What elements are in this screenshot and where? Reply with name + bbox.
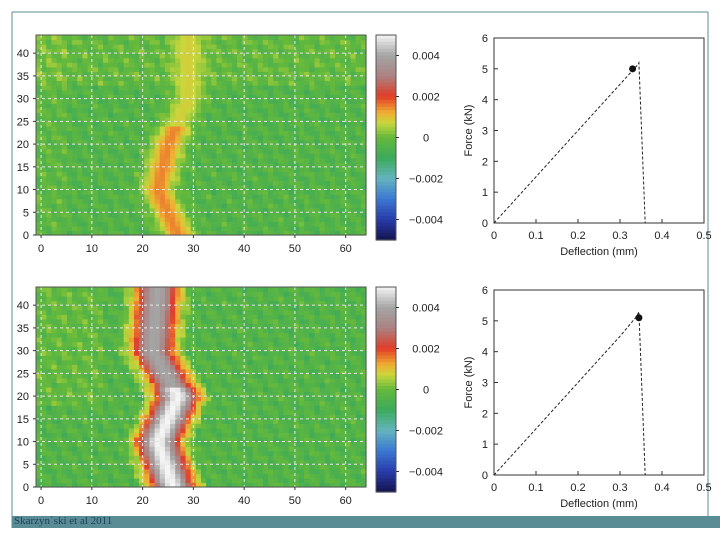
x-tick-label: 0.4 — [654, 230, 669, 242]
citation-text: Skarzyn´ski et al 2011 — [14, 515, 113, 527]
y-tick-label: 3 — [482, 126, 488, 138]
y-tick-label: 6 — [482, 33, 488, 45]
x-tick-label: 0.5 — [696, 482, 711, 494]
y-tick-label: 30 — [17, 346, 29, 358]
x-tick-label: 60 — [340, 243, 352, 255]
heatmap-grid — [36, 35, 366, 235]
y-tick-label: 25 — [17, 116, 29, 128]
heatmap-cells — [36, 35, 367, 236]
y-tick-label: 1 — [482, 439, 488, 451]
x-tick-label: 0 — [491, 230, 497, 242]
heatmap-bottom-left: 0 10 20 30 40 50 60 0 5 10 15 20 25 30 35 40 — [17, 286, 367, 507]
y-tick-label: 5 — [23, 207, 29, 219]
y-tick-label: 20 — [17, 391, 29, 403]
y-tick-label: 2 — [482, 408, 488, 420]
x-tick-label: 0.5 — [696, 230, 711, 242]
x-tick-label: 30 — [187, 243, 199, 255]
colorbar-tick-label: 0 — [423, 133, 429, 145]
y-tick-label: 0 — [482, 470, 488, 482]
y-tick-label: 40 — [17, 300, 29, 312]
plot-border — [35, 34, 367, 236]
x-axis-label: Deflection (mm) — [560, 498, 638, 510]
y-tick-label: 5 — [23, 459, 29, 471]
series-line — [493, 311, 646, 476]
y-tick-label: 4 — [482, 347, 488, 359]
y-tick-label: 1 — [482, 187, 488, 199]
colorbar-bottom: 0.004 0.002 0 −0.002 −0.004 — [375, 286, 443, 493]
plot-border — [493, 289, 705, 476]
y-tick-label: 5 — [482, 316, 488, 328]
x-tick-label: 50 — [289, 243, 301, 255]
x-tick-label: 0.3 — [612, 230, 627, 242]
y-tick-label: 4 — [482, 95, 488, 107]
x-tick-label: 0 — [38, 495, 44, 507]
x-tick-label: 50 — [289, 495, 301, 507]
peak-marker — [629, 65, 637, 73]
colorbar-top: 0.004 0.002 0 −0.002 −0.004 — [375, 34, 443, 241]
y-tick-label: 6 — [482, 285, 488, 297]
colorbar-tick-label: −0.004 — [409, 467, 443, 479]
x-tick-label: 0.2 — [570, 482, 585, 494]
line-chart-bottom-right: 0 0.1 0.2 0.3 0.4 0.5 0 1 2 3 4 5 6 Deflection (mm) Fo… — [463, 285, 712, 510]
y-tick-label: 0 — [482, 218, 488, 230]
x-tick-label: 40 — [238, 243, 250, 255]
x-tick-label: 30 — [187, 495, 199, 507]
colorbar-tick-label: −0.002 — [409, 426, 443, 438]
heatmap-grid — [36, 287, 366, 487]
y-tick-label: 15 — [17, 414, 29, 426]
x-tick-label: 60 — [340, 495, 352, 507]
x-tick-label: 20 — [136, 495, 148, 507]
x-tick-label: 0 — [38, 243, 44, 255]
colorbar-tick-label: 0.004 — [412, 303, 440, 315]
series-line — [493, 61, 646, 224]
y-tick-label: 10 — [17, 185, 29, 197]
y-tick-label: 30 — [17, 94, 29, 106]
x-tick-label: 10 — [86, 243, 98, 255]
plot-border — [35, 286, 367, 488]
y-tick-label: 3 — [482, 378, 488, 390]
y-tick-label: 40 — [17, 48, 29, 60]
colorbar-tick-label: 0 — [423, 385, 429, 397]
x-tick-label: 40 — [238, 495, 250, 507]
y-tick-label: 0 — [23, 482, 29, 494]
x-tick-label: 0.1 — [528, 230, 543, 242]
colorbar-tick-label: −0.004 — [409, 215, 443, 227]
y-tick-label: 35 — [17, 71, 29, 83]
y-axis-label: Force (kN) — [463, 105, 475, 157]
y-tick-label: 10 — [17, 437, 29, 449]
y-axis-label: Force (kN) — [463, 357, 475, 409]
x-tick-label: 0 — [491, 482, 497, 494]
colorbar-tick-label: 0.004 — [412, 51, 440, 63]
plot-border — [493, 37, 705, 224]
line-chart-top-right: 0 0.1 0.2 0.3 0.4 0.5 0 1 2 3 4 5 6 Deflection (mm) Fo… — [463, 33, 712, 258]
y-tick-label: 2 — [482, 156, 488, 168]
peak-marker — [635, 314, 643, 322]
x-tick-label: 0.2 — [570, 230, 585, 242]
y-tick-label: 20 — [17, 139, 29, 151]
y-tick-label: 35 — [17, 323, 29, 335]
y-tick-label: 5 — [482, 64, 488, 76]
y-tick-label: 15 — [17, 162, 29, 174]
colorbar-tick-label: 0.002 — [412, 92, 440, 104]
colorbar-tick-label: −0.002 — [409, 174, 443, 186]
x-tick-label: 10 — [86, 495, 98, 507]
x-tick-label: 0.1 — [528, 482, 543, 494]
y-tick-label: 25 — [17, 368, 29, 380]
x-tick-label: 0.4 — [654, 482, 669, 494]
colorbar-tick-label: 0.002 — [412, 344, 440, 356]
y-tick-label: 0 — [23, 230, 29, 242]
heatmap-cells — [36, 287, 367, 488]
x-axis-label: Deflection (mm) — [560, 246, 638, 258]
x-tick-label: 20 — [136, 243, 148, 255]
footer-bar — [12, 516, 720, 528]
x-tick-label: 0.3 — [612, 482, 627, 494]
heatmap-top-left: 0 10 20 30 40 50 60 0 5 10 15 20 25 30 35 40 — [17, 34, 367, 255]
